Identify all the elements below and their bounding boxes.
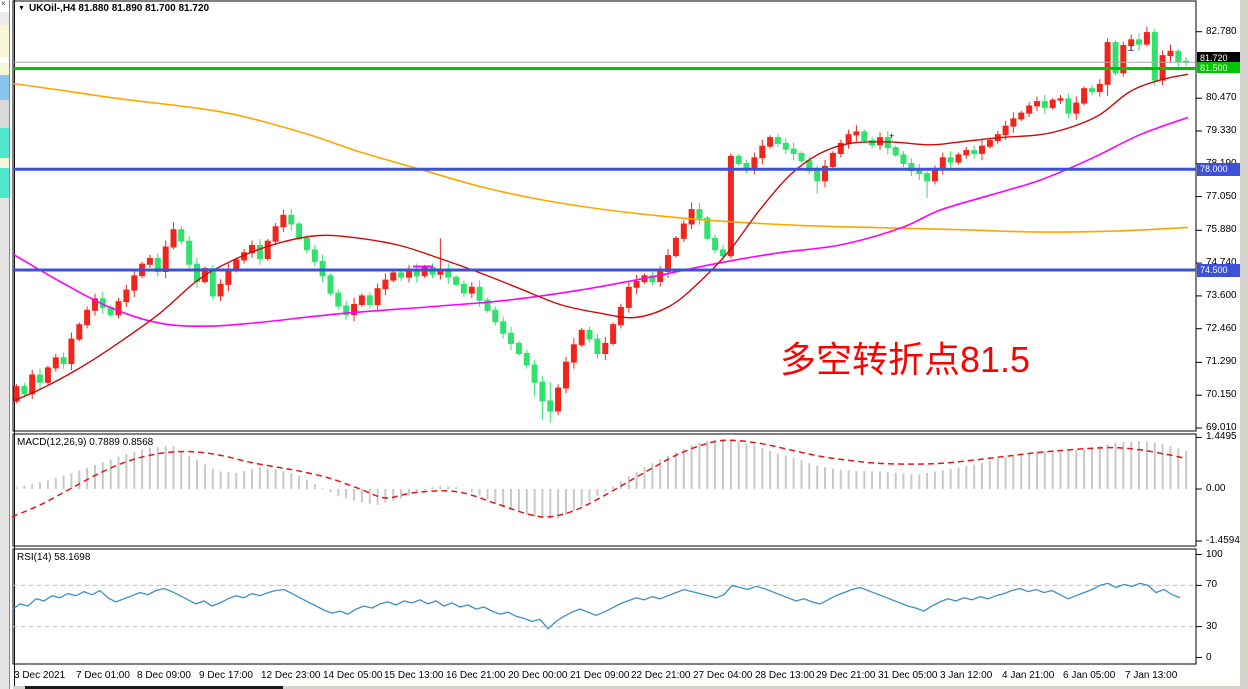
time-label: 8 Dec 09:00 xyxy=(137,670,191,681)
market-watch-row-edge xyxy=(0,128,9,158)
pane-border-1 xyxy=(12,433,1197,547)
time-label: 7 Jan 13:00 xyxy=(1125,670,1178,681)
symbol-ohlc-text: UKOil-,H4 81.880 81.890 81.700 81.720 xyxy=(28,3,210,14)
time-label: 16 Dec 21:00 xyxy=(446,670,506,681)
price-badge-78.000: 78.000 xyxy=(1197,162,1240,176)
time-label: 12 Dec 23:00 xyxy=(261,670,321,681)
time-label: 20 Dec 00:00 xyxy=(508,670,568,681)
price-badge-81.720: 81.720 xyxy=(1197,52,1240,63)
market-watch-row-edge xyxy=(0,158,9,168)
market-watch-row-edge xyxy=(0,25,9,57)
market-watch-row-edge xyxy=(0,0,9,12)
time-label: 7 Dec 01:00 xyxy=(76,670,130,681)
time-label: 28 Dec 13:00 xyxy=(755,670,815,681)
horizontal-scrollbar[interactable] xyxy=(13,686,1240,689)
price-tick: 79.330 xyxy=(1206,124,1237,136)
market-watch-row-edge xyxy=(0,12,9,25)
macd-tick: 0.00 xyxy=(1206,483,1226,494)
market-watch-panel-edge: × xyxy=(0,0,9,689)
price-tick: 77.050 xyxy=(1206,190,1237,202)
time-label: 21 Dec 09:00 xyxy=(570,670,630,681)
price-tick: 82.780 xyxy=(1206,25,1237,37)
time-label: 6 Jan 05:00 xyxy=(1063,670,1116,681)
rsi-tick: 30 xyxy=(1206,620,1218,632)
time-label: 15 Dec 13:00 xyxy=(384,670,444,681)
chart-annotation-text[interactable]: 多空转折点81.5 xyxy=(780,339,1031,380)
market-watch-row-edge xyxy=(0,168,9,198)
rsi-tick: 0 xyxy=(1206,651,1212,663)
price-tick: 73.600 xyxy=(1206,289,1237,301)
axis-tick-marks xyxy=(1196,31,1202,658)
price-tick: 69.010 xyxy=(1206,422,1237,433)
market-watch-row-edge xyxy=(0,198,9,689)
symbol-header[interactable]: ▼ UKOil-,H4 81.880 81.890 81.700 81.720 xyxy=(18,3,209,14)
window-right-edge xyxy=(1240,0,1248,689)
market-watch-row-edge xyxy=(0,63,9,75)
macd-tick: -1.4594 xyxy=(1206,534,1240,546)
price-tick: 74.740 xyxy=(1206,257,1237,268)
time-label: 29 Dec 21:00 xyxy=(816,670,876,681)
time-label: 22 Dec 21:00 xyxy=(631,670,691,681)
time-label: 4 Jan 21:00 xyxy=(1002,670,1055,681)
chart-object-marker: ⊥ xyxy=(1127,43,1135,53)
price-tick: 70.150 xyxy=(1206,389,1237,401)
price-tick: 80.470 xyxy=(1206,92,1237,104)
close-icon[interactable]: × xyxy=(1,0,6,8)
time-label: 3 Dec 2021 xyxy=(14,670,66,681)
ma-orange xyxy=(12,82,1189,233)
market-watch-row-edge xyxy=(0,75,9,100)
macd-signal-line xyxy=(11,439,1187,518)
rsi-label: RSI(14) 58.1698 xyxy=(17,552,91,563)
macd-tick: 1.4495 xyxy=(1206,431,1237,443)
ma-red xyxy=(12,73,1189,402)
time-label: 9 Dec 17:00 xyxy=(199,670,253,681)
rsi-line xyxy=(12,582,1181,630)
pane-border-2 xyxy=(12,548,1197,665)
ma-magenta xyxy=(12,116,1189,327)
time-label: 27 Dec 04:00 xyxy=(693,670,753,681)
market-watch-row-edge xyxy=(0,100,9,128)
time-label: 14 Dec 05:00 xyxy=(323,670,383,681)
macd-histogram xyxy=(15,439,1188,519)
scrollbar-thumb[interactable] xyxy=(25,686,283,689)
market-watch-row-edge xyxy=(0,57,9,63)
price-tick: 72.460 xyxy=(1206,322,1237,334)
chevron-down-icon[interactable]: ▼ xyxy=(18,5,25,12)
macd-label: MACD(12,26,9) 0.7889 0.8568 xyxy=(17,437,154,448)
rsi-tick: 70 xyxy=(1206,579,1218,591)
price-tick: 71.290 xyxy=(1206,356,1237,368)
time-label: 3 Jan 12:00 xyxy=(940,670,993,681)
pane-border-0 xyxy=(12,0,1197,432)
rsi-tick: 100 xyxy=(1206,548,1223,560)
time-label: 31 Dec 05:00 xyxy=(878,670,938,681)
chart-object-marker: + xyxy=(889,131,895,141)
panel-splitter[interactable] xyxy=(9,0,15,689)
price-tick: 75.880 xyxy=(1206,224,1237,236)
price-badge-74.500: 74.500 xyxy=(1197,263,1240,277)
price-badge-81.500: 81.500 xyxy=(1197,62,1240,73)
